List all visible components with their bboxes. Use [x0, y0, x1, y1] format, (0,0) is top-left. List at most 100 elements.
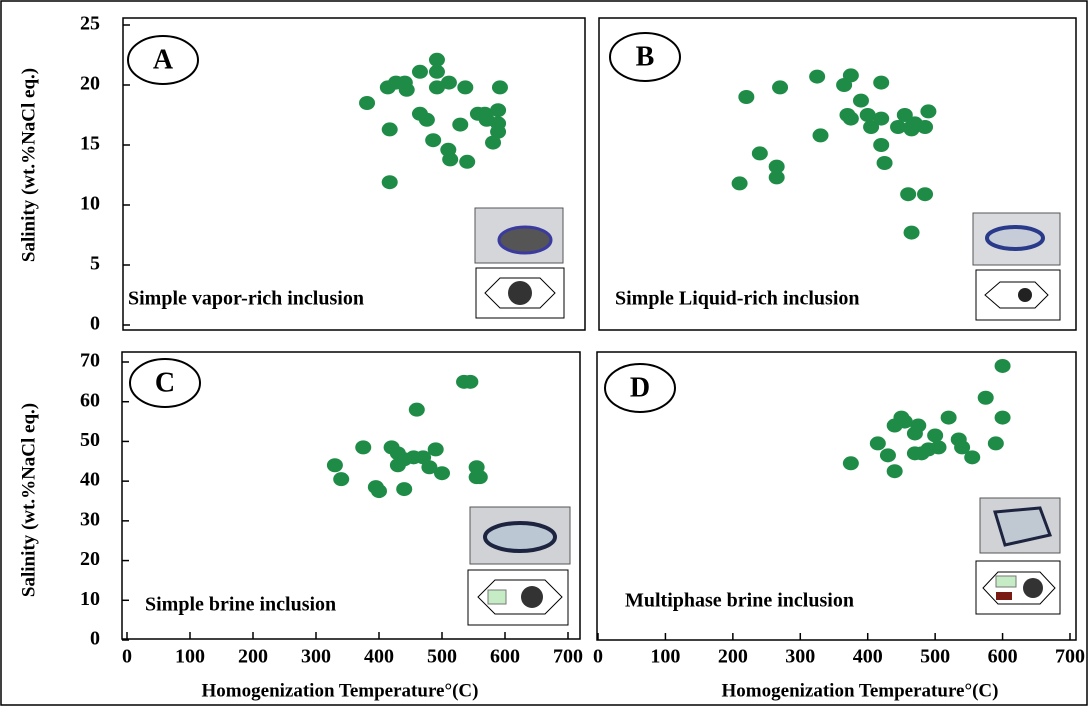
x-tick-label: 600 — [490, 646, 520, 668]
data-point — [768, 170, 785, 185]
data-point — [910, 418, 927, 433]
data-point — [859, 108, 876, 122]
data-point — [490, 103, 507, 118]
data-point — [842, 111, 859, 126]
data-point — [903, 225, 920, 240]
data-point — [381, 122, 398, 137]
data-point — [751, 146, 768, 161]
data-point — [940, 410, 957, 425]
data-point — [440, 75, 457, 90]
data-point — [333, 472, 350, 487]
panel-frame — [121, 351, 581, 640]
y-tick-label: 30 — [80, 508, 100, 530]
data-point — [852, 93, 869, 108]
x-tick-label: 200 — [718, 646, 748, 668]
x-axis-label: Homogenization Temperature°(C) — [202, 680, 479, 701]
y-tick-label: 15 — [80, 133, 100, 155]
data-point — [772, 80, 789, 95]
x-axis-label: Homogenization Temperature°(C) — [722, 680, 999, 701]
data-point — [768, 159, 785, 174]
y-tick-label: 10 — [80, 193, 100, 215]
data-point — [442, 152, 459, 167]
x-tick-label: 500 — [920, 646, 950, 668]
y-tick-label: 20 — [80, 548, 100, 570]
data-point — [873, 75, 890, 90]
x-tick-label: 300 — [785, 646, 815, 668]
data-point — [930, 440, 947, 455]
x-tick-label: 0 — [593, 646, 603, 668]
panel-caption: Simple vapor-rich inclusion — [128, 288, 364, 310]
data-point — [873, 111, 890, 126]
data-point — [954, 440, 971, 455]
data-point — [491, 80, 508, 95]
data-point — [896, 414, 913, 429]
panel: B Simple Liquid-rich inclusion — [598, 17, 1077, 331]
y-tick-label: 25 — [80, 13, 100, 35]
inset-c — [467, 506, 571, 626]
panel-label: B — [636, 41, 655, 72]
data-point — [462, 374, 479, 389]
data-point — [809, 69, 826, 84]
y-tick-label: 0 — [90, 628, 100, 650]
data-point — [457, 80, 474, 95]
panel-label: D — [630, 372, 650, 403]
data-point — [485, 135, 502, 150]
data-point — [886, 464, 903, 479]
data-point — [917, 120, 934, 134]
y-tick-label: 10 — [80, 588, 100, 610]
x-tick-label: 400 — [853, 646, 883, 668]
data-point — [408, 402, 425, 417]
panel-caption: Simple brine inclusion — [145, 594, 336, 616]
data-point — [890, 120, 907, 134]
data-point — [876, 156, 893, 170]
data-point — [873, 138, 890, 152]
inset-d — [975, 497, 1061, 615]
x-tick-label: 200 — [238, 646, 268, 668]
x-tick-label: 600 — [988, 646, 1018, 668]
y-tick-label: 70 — [80, 350, 100, 372]
panel-label-circle — [127, 35, 199, 85]
data-point — [471, 470, 488, 485]
data-point — [994, 358, 1011, 373]
data-point — [490, 124, 507, 139]
data-point — [896, 108, 913, 122]
data-point — [994, 410, 1011, 425]
data-point — [987, 436, 1004, 451]
data-point — [411, 64, 428, 79]
data-point — [927, 428, 944, 443]
data-point — [418, 112, 435, 127]
inset-b — [972, 212, 1061, 321]
data-point — [900, 187, 917, 202]
data-point — [879, 448, 896, 463]
x-tick-label: 700 — [1055, 646, 1085, 668]
data-point — [920, 104, 937, 119]
data-point — [381, 175, 398, 190]
data-point — [421, 460, 438, 475]
y-tick-label: 60 — [80, 389, 100, 411]
panel-frame — [122, 17, 586, 331]
data-point — [326, 458, 343, 473]
data-point — [863, 120, 880, 134]
data-point — [459, 154, 476, 169]
data-point — [452, 117, 469, 132]
panel-label-circle — [604, 363, 676, 413]
data-point — [428, 64, 445, 79]
panel-label-circle — [609, 32, 681, 82]
x-tick-label: 700 — [553, 646, 583, 668]
panel-caption: Simple Liquid-rich inclusion — [615, 288, 860, 310]
y-tick-label: 40 — [80, 469, 100, 491]
panel-frame — [598, 17, 1077, 331]
data-point — [731, 176, 748, 191]
data-point — [359, 96, 376, 110]
x-tick-label: 100 — [650, 646, 680, 668]
data-point — [812, 128, 829, 143]
x-tick-label: 400 — [364, 646, 394, 668]
data-point — [738, 90, 755, 104]
y-tick-label: 5 — [90, 253, 100, 275]
panel: 0 5 10 15 20 25 A Simple vapor-rich inclusion Sa… — [18, 13, 586, 335]
data-point — [977, 390, 994, 405]
